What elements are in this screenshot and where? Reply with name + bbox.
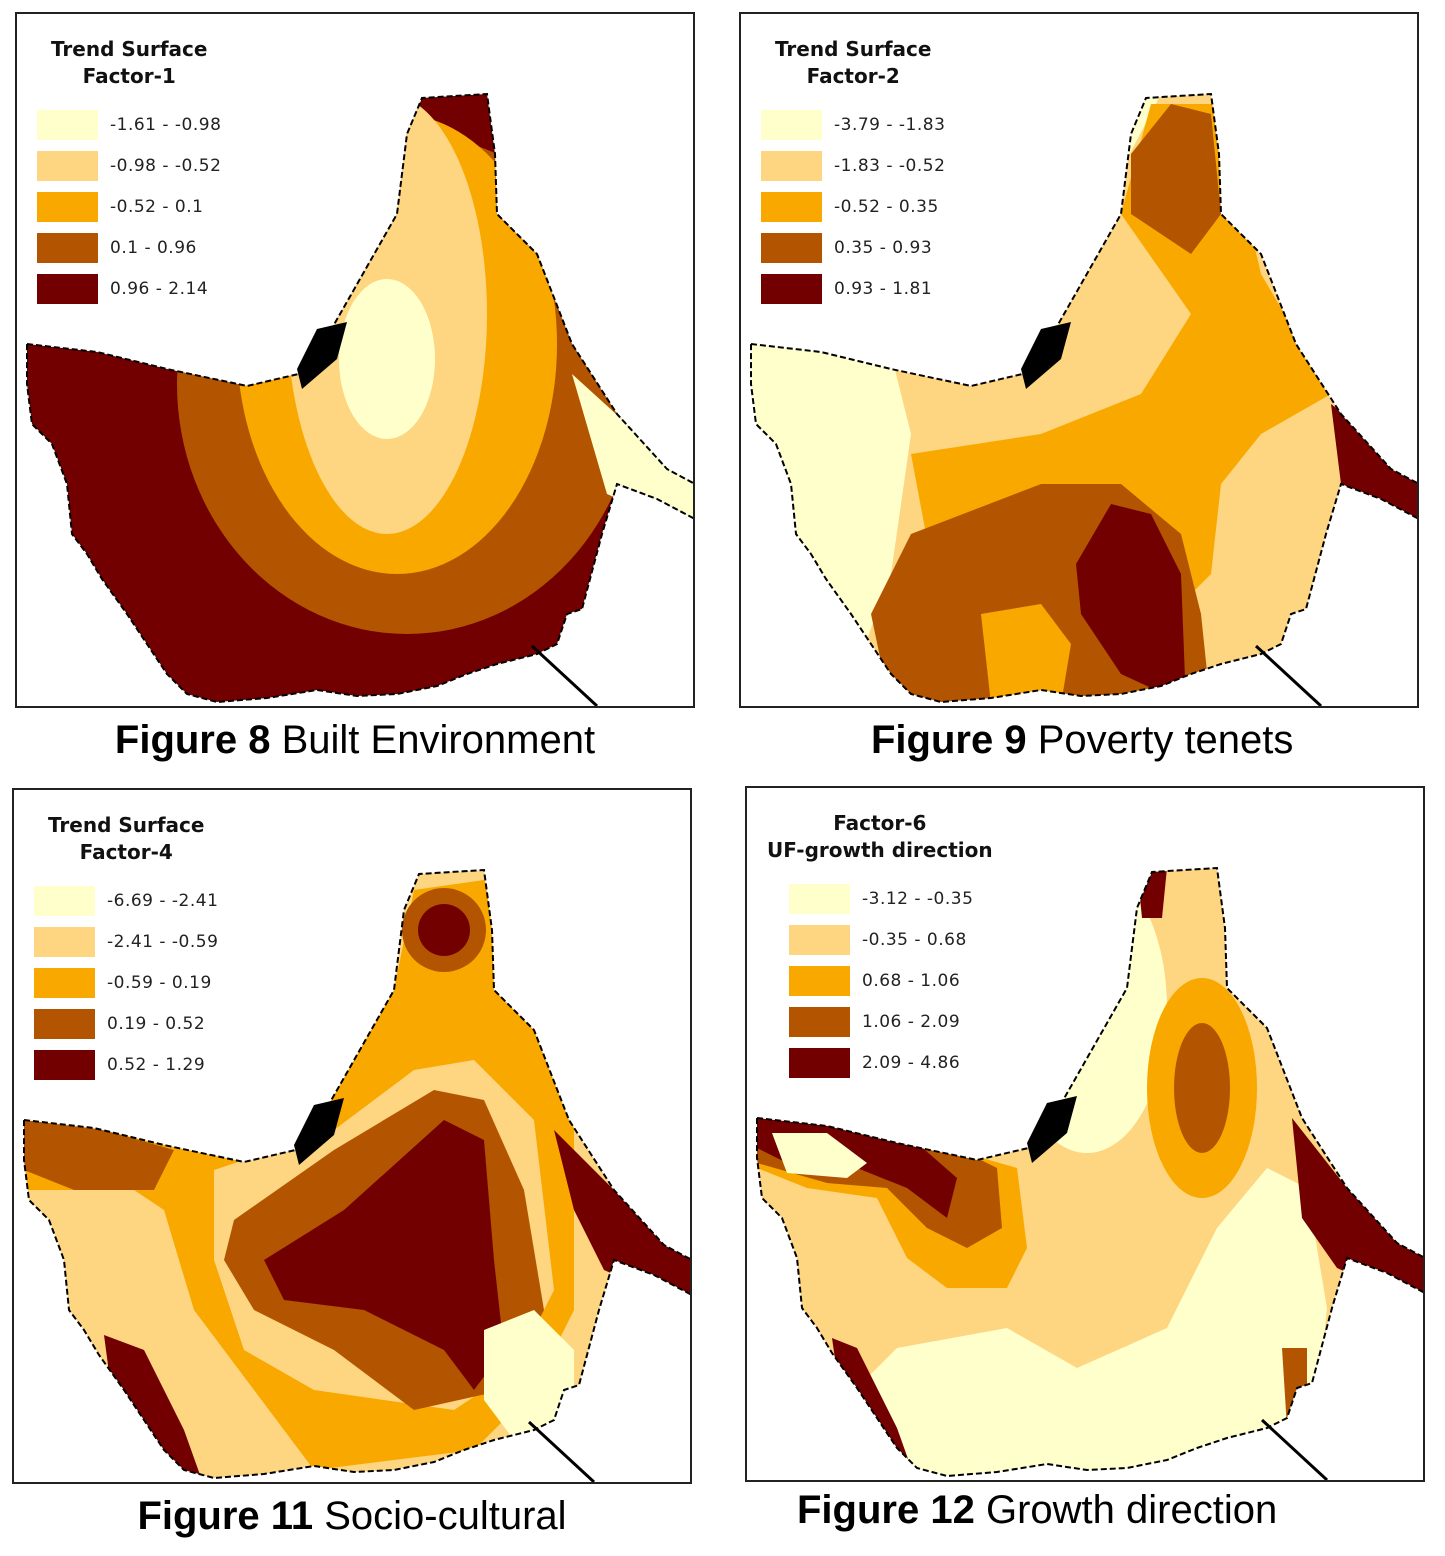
trend-surface-map-4 — [23, 868, 690, 1482]
figure-caption-11: Figure 11 Socio-cultural — [137, 1494, 567, 1538]
legend-title-6: Factor-6 UF-growth direction — [767, 811, 993, 862]
legend-item: 0.35 - 0.93 — [761, 227, 945, 268]
legend-item: 0.68 - 1.06 — [789, 960, 993, 1001]
landmark-marker — [1027, 1096, 1077, 1163]
legend-item: -1.61 - -0.98 — [37, 104, 221, 145]
legend-swatch — [37, 150, 98, 181]
legend-swatch — [34, 967, 95, 998]
legend-swatch — [37, 273, 98, 304]
legend-swatch — [789, 965, 850, 996]
legend-swatch — [37, 232, 98, 263]
legend-title-1: Trend Surface Factor-1 — [50, 37, 208, 88]
legend-swatch — [37, 191, 98, 222]
landmark-marker — [297, 322, 347, 389]
legend-swatch — [789, 883, 850, 914]
map-legend-2: Trend Surface Factor-2 -3.79 - -1.83 -1.… — [761, 36, 945, 309]
legend-item: 0.19 - 0.52 — [34, 1003, 218, 1044]
map-panel-factor-1: Trend Surface Factor-1 -1.61 - -0.98 -0.… — [15, 12, 695, 708]
legend-swatch — [37, 109, 98, 140]
legend-item: -0.52 - 0.35 — [761, 186, 945, 227]
legend-item: -3.12 - -0.35 — [789, 878, 993, 919]
map-panel-factor-6: Factor-6 UF-growth direction -3.12 - -0.… — [745, 786, 1425, 1482]
legend-item: -2.41 - -0.59 — [34, 921, 218, 962]
legend-title-2: Trend Surface Factor-2 — [774, 37, 932, 88]
map-panel-factor-2: Trend Surface Factor-2 -3.79 - -1.83 -1.… — [739, 12, 1419, 708]
legend-swatch — [34, 1049, 95, 1080]
legend-swatch — [761, 273, 822, 304]
legend-item: 0.93 - 1.81 — [761, 268, 945, 309]
legend-item: -0.35 - 0.68 — [789, 919, 993, 960]
legend-swatch — [761, 232, 822, 263]
legend-swatch — [789, 924, 850, 955]
legend-item: 0.1 - 0.96 — [37, 227, 221, 268]
map-legend-6: Factor-6 UF-growth direction -3.12 - -0.… — [767, 810, 993, 1083]
landmark-marker — [1021, 322, 1071, 389]
map-legend-4: Trend Surface Factor-4 -6.69 - -2.41 -2.… — [34, 812, 218, 1085]
growth-direction-map — [756, 866, 1423, 1480]
legend-item: 0.96 - 2.14 — [37, 268, 221, 309]
legend-swatch — [34, 1008, 95, 1039]
legend-swatch — [761, 109, 822, 140]
trend-surface-map-1 — [26, 92, 693, 706]
legend-item: -1.83 - -0.52 — [761, 145, 945, 186]
legend-swatch — [34, 885, 95, 916]
figure-caption-12: Figure 12 Growth direction — [797, 1488, 1278, 1532]
legend-item: -3.79 - -1.83 — [761, 104, 945, 145]
legend-item: -0.98 - -0.52 — [37, 145, 221, 186]
legend-item: -0.52 - 0.1 — [37, 186, 221, 227]
legend-swatch — [789, 1047, 850, 1078]
legend-swatch — [761, 191, 822, 222]
legend-swatch — [761, 150, 822, 181]
trend-surface-map-2 — [750, 92, 1417, 706]
legend-swatch — [34, 926, 95, 957]
legend-item: 0.52 - 1.29 — [34, 1044, 218, 1085]
map-legend-1: Trend Surface Factor-1 -1.61 - -0.98 -0.… — [37, 36, 221, 309]
figure-caption-8: Figure 8 Built Environment — [114, 718, 596, 762]
legend-item: 1.06 - 2.09 — [789, 1001, 993, 1042]
landmark-marker — [294, 1098, 344, 1165]
legend-item: -0.59 - 0.19 — [34, 962, 218, 1003]
legend-swatch — [789, 1006, 850, 1037]
legend-title-4: Trend Surface Factor-4 — [47, 813, 205, 864]
legend-item: 2.09 - 4.86 — [789, 1042, 993, 1083]
figure-caption-9: Figure 9 Poverty tenets — [871, 718, 1294, 762]
legend-item: -6.69 - -2.41 — [34, 880, 218, 921]
map-panel-factor-4: Trend Surface Factor-4 -6.69 - -2.41 -2.… — [12, 788, 692, 1484]
